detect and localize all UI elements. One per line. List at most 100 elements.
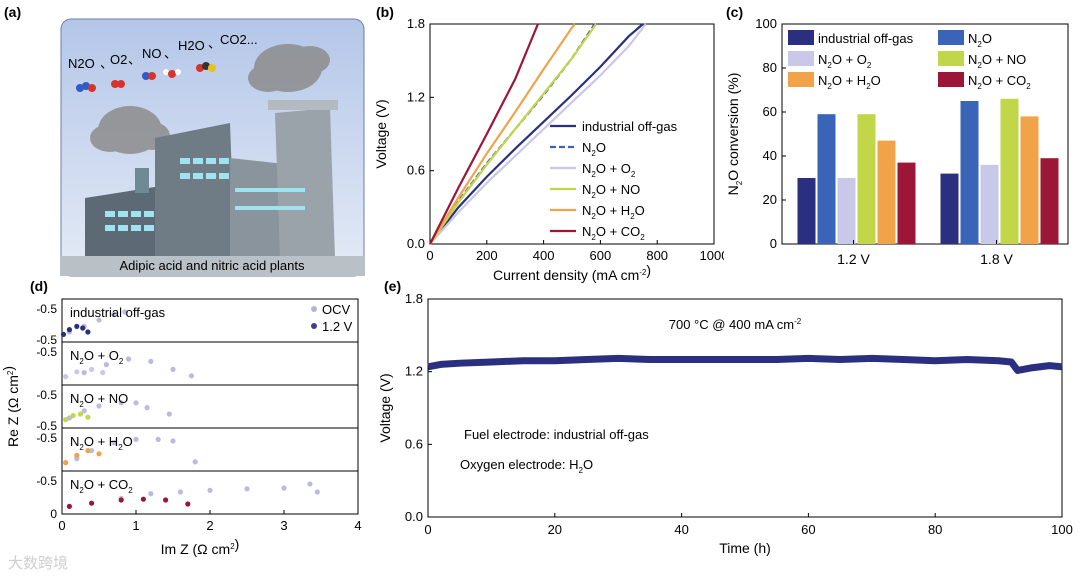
c-ylabel: N2O conversion (%) <box>725 73 744 196</box>
b-series-line-5 <box>429 23 539 245</box>
c-legend-label-3: N2O + NO <box>968 52 1026 70</box>
d-ocv-point-0-4 <box>122 309 128 315</box>
d-strip-label-2: N2O + NO <box>70 391 128 409</box>
c-legend-label-0: industrial off-gas <box>818 31 914 46</box>
b-series-line-2 <box>429 23 647 245</box>
d-ocv-point-1-2 <box>126 356 132 362</box>
d-ytick-label-4-0: -0.5 <box>36 474 57 488</box>
d-v12-point-1-2 <box>89 366 95 372</box>
d-strip-label-4: N2O + CO2 <box>70 477 133 495</box>
d-legend-v12-label: 1.2 V <box>322 319 353 334</box>
d-ytick-label-3-0: -0.5 <box>36 431 57 445</box>
c-bar-0-0 <box>797 178 816 244</box>
d-v12-point-4-1 <box>89 500 95 506</box>
d-v12-point-4-3 <box>140 496 146 502</box>
chart-c-conversion-bars: 0 20 40 60 80 100 N2O conversion (%) 1.2 V 1.8 V… <box>725 16 1069 267</box>
e-xtick-label: 0 <box>424 522 431 537</box>
d-legend-ocv-marker <box>311 306 317 312</box>
d-v12-point-2-3 <box>85 414 91 420</box>
d-v12-point-1-3 <box>100 370 106 376</box>
c-bar-1-5 <box>1040 158 1059 244</box>
d-v12-point-0-4 <box>85 329 91 335</box>
panel-label-a: (a) <box>4 4 22 20</box>
b-xtick-label: 600 <box>590 248 612 263</box>
panel-label-d: (d) <box>30 278 48 294</box>
chart-e-stability: 0 20 40 60 80 100 0.0 0.6 1.2 1.8 700 °C @ 400 mA … <box>377 291 1073 556</box>
d-ytick-label-0-1: -0.5 <box>36 333 57 347</box>
b-plot-frame <box>429 23 715 245</box>
d-v12-point-4-2 <box>118 497 124 503</box>
panel-label-c: (c) <box>726 4 744 20</box>
b-ylabel: Voltage (V) <box>373 99 389 168</box>
d-ocv-point-2-4 <box>133 400 139 406</box>
e-xtick-label: 100 <box>1051 522 1073 537</box>
d-v12-point-3-3 <box>96 451 102 457</box>
d-ocv-point-2-2 <box>96 403 102 409</box>
c-bar-0-3 <box>857 114 876 244</box>
c-ytick-label: 60 <box>763 104 777 119</box>
b-series-line-0 <box>429 23 644 245</box>
d-xtick-label: 0 <box>58 518 65 533</box>
d-ocv-point-4-2 <box>177 489 183 495</box>
c-bar-1-4 <box>1020 116 1039 244</box>
d-xtick-label: 1 <box>132 518 139 533</box>
c-ytick-label: 20 <box>763 192 777 207</box>
c-bar-0-1 <box>817 114 836 244</box>
gas-label-h2o: H2O <box>178 38 205 53</box>
d-ylabel: Re Z (Ω cm2) <box>0 366 21 447</box>
d-ocv-point-1-1 <box>103 362 109 368</box>
illustration-caption: Adipic acid and nitric acid plants <box>120 258 305 273</box>
c-legend-swatch-5 <box>938 72 964 87</box>
e-annotation: 700 °C @ 400 mA cm-2 <box>669 317 802 332</box>
e-ytick-label: 1.2 <box>405 364 423 379</box>
b-xtick-label: 0 <box>426 248 433 263</box>
d-ocv-point-2-3 <box>118 400 124 406</box>
gas-sep-4: 、 <box>208 36 221 51</box>
d-ocv-point-4-6 <box>307 481 313 487</box>
d-ocv-point-2-6 <box>166 411 172 417</box>
c-legend-swatch-3 <box>938 51 964 66</box>
d-v12-point-0-0 <box>60 331 67 337</box>
d-v12-point-1-1 <box>74 369 80 375</box>
c-legend-label-2: N2O + O2 <box>818 52 872 70</box>
d-ocv-point-4-3 <box>207 487 213 493</box>
e-plot-frame <box>427 298 1063 518</box>
e-ylabel: Voltage (V) <box>377 373 393 442</box>
gas-sep-2: 、 <box>128 52 141 67</box>
c-ytick-label: 100 <box>755 16 777 31</box>
b-ytick-label: 0.6 <box>407 163 425 178</box>
e-ytick-label: 1.8 <box>405 291 423 306</box>
gas-label-n2o: N2O <box>68 56 95 71</box>
d-v12-point-0-2 <box>74 323 80 329</box>
b-xtick-label: 800 <box>646 248 668 263</box>
d-ocv-point-2-5 <box>144 405 150 411</box>
e-note-oxygen: Oxygen electrode: H2O <box>460 457 593 475</box>
c-legend-swatch-0 <box>788 30 814 45</box>
b-legend-label-2: N2O + O2 <box>582 161 636 179</box>
e-ytick-label: 0.0 <box>405 509 423 524</box>
d-ytick-label-2-0: -0.5 <box>36 388 57 402</box>
d-v12-point-0-1 <box>66 327 72 333</box>
c-legend-label-5: N2O + CO2 <box>968 73 1031 91</box>
d-v12-point-3-2 <box>85 448 91 454</box>
d-ocv-point-4-7 <box>314 489 320 495</box>
b-ytick-label: 1.2 <box>407 89 425 104</box>
c-ytick-label: 0 <box>770 236 777 251</box>
b-legend-label-4: N2O + H2O <box>582 203 645 221</box>
d-ocv-point-4-4 <box>244 486 250 492</box>
d-ytick-label-4-1: 0 <box>50 507 57 521</box>
e-xlabel: Time (h) <box>719 540 771 556</box>
b-xlabel: Current density (mA cm-2) <box>493 262 651 283</box>
e-xtick-label: 40 <box>674 522 688 537</box>
b-ytick-label: 0.0 <box>407 236 425 251</box>
c-category-label-1: 1.8 V <box>980 251 1013 267</box>
d-v12-point-2-0 <box>63 417 69 423</box>
d-v12-point-4-5 <box>185 501 191 507</box>
d-ytick-label-1-0: -0.5 <box>36 345 57 359</box>
factory-buildings <box>60 100 365 276</box>
b-legend-label-1: N2O <box>582 140 606 158</box>
d-legend-ocv-label: OCV <box>322 302 351 317</box>
d-ocv-point-3-2 <box>111 440 117 446</box>
